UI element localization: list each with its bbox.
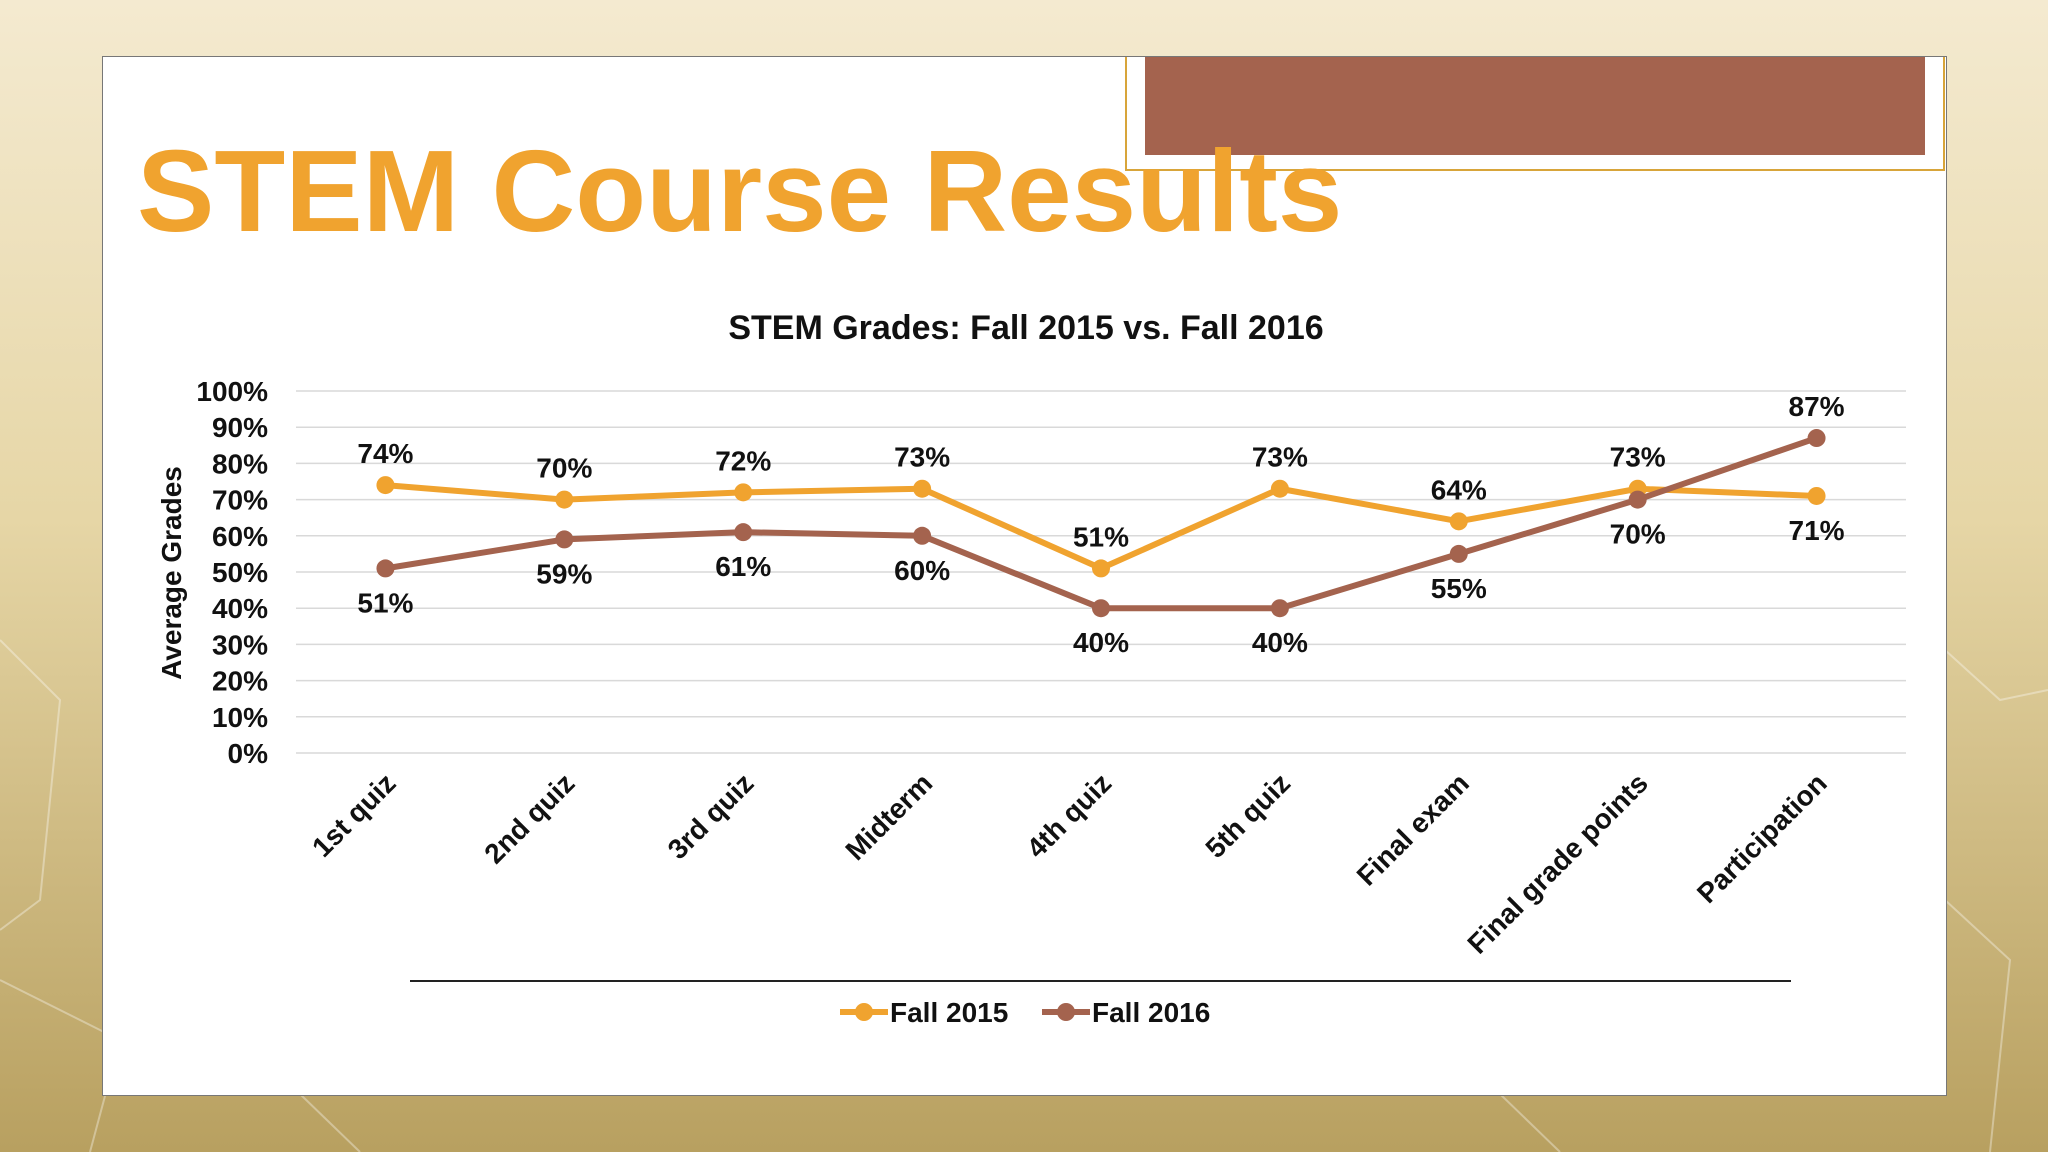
data-point <box>376 559 395 578</box>
y-tick-label: 20% <box>212 666 268 697</box>
gridlines <box>296 390 1906 754</box>
data-label: 59% <box>536 558 592 589</box>
y-tick-label: 100% <box>196 376 268 407</box>
data-label: 70% <box>1610 519 1666 550</box>
data-label: 40% <box>1252 627 1308 658</box>
data-point <box>1270 599 1289 618</box>
y-tick-label: 50% <box>212 557 268 588</box>
data-label: 70% <box>536 453 592 484</box>
chart-title: STEM Grades: Fall 2015 vs. Fall 2016 <box>728 309 1323 347</box>
x-tick-label: 3rd quiz <box>662 767 760 865</box>
data-point <box>1092 559 1110 578</box>
data-point <box>913 526 932 545</box>
y-tick-label: 40% <box>212 593 268 624</box>
data-point <box>1628 490 1647 509</box>
y-tick-label: 80% <box>212 448 268 479</box>
data-point <box>1092 599 1110 618</box>
data-label: 73% <box>1252 442 1308 473</box>
data-label: 71% <box>1789 515 1845 546</box>
legend-marker <box>855 1003 873 1021</box>
slide-panel <box>102 56 1947 1096</box>
data-point <box>1449 512 1468 531</box>
data-point <box>1270 479 1289 498</box>
data-label: 60% <box>894 555 950 586</box>
data-label: 55% <box>1431 573 1487 604</box>
y-tick-label: 60% <box>212 521 268 552</box>
data-point <box>1449 544 1468 563</box>
x-axis-ticks: 1st quiz 2nd quiz 3rd quiz Midterm 4th quiz 5… <box>306 767 1833 959</box>
data-label: 40% <box>1073 627 1129 658</box>
data-point <box>555 530 574 549</box>
y-tick-label: 70% <box>212 485 268 516</box>
x-tick-label: Participation <box>1691 767 1833 909</box>
slide-title: STEM Course Results <box>137 126 1343 256</box>
y-axis-ticks: 0% 10% 20% 30% 40% 50% 60% 70% 80% 90% 100% <box>196 376 268 769</box>
x-tick-label: Final exam <box>1351 767 1475 891</box>
data-point <box>1807 429 1826 448</box>
data-point <box>1807 486 1826 505</box>
data-label: 87% <box>1789 391 1845 422</box>
x-tick-label: Midterm <box>839 767 938 866</box>
legend-label: Fall 2015 <box>890 997 1008 1028</box>
title-banner <box>1125 57 1945 171</box>
data-labels: 74% 70% 72% 73% 51% 73% 64% 73% 71% 51% 59% 61% 60% 4… <box>357 391 1844 658</box>
data-label: 74% <box>357 438 413 469</box>
x-tick-label: 2nd quiz <box>478 767 580 869</box>
data-label: 73% <box>894 442 950 473</box>
data-label: 72% <box>715 445 771 476</box>
x-tick-label: 1st quiz <box>306 767 402 863</box>
data-label: 61% <box>715 551 771 582</box>
y-tick-label: 10% <box>212 702 268 733</box>
y-axis-label: Average Grades <box>156 466 187 680</box>
data-point <box>913 479 932 498</box>
y-tick-label: 90% <box>212 412 268 443</box>
data-label: 51% <box>1073 521 1129 552</box>
legend-label: Fall 2016 <box>1092 997 1210 1028</box>
series <box>376 429 1826 618</box>
legend: Fall 2015 Fall 2016 <box>840 997 1210 1028</box>
data-point <box>555 490 574 509</box>
legend-marker <box>1057 1003 1075 1021</box>
x-tick-label: 5th quiz <box>1199 767 1296 864</box>
x-tick-label: 4th quiz <box>1021 767 1118 864</box>
data-point <box>734 483 753 502</box>
data-label: 73% <box>1610 442 1666 473</box>
title-banner-fill <box>1145 57 1925 155</box>
data-point <box>376 476 395 495</box>
data-label: 51% <box>357 587 413 618</box>
data-label: 64% <box>1431 474 1487 505</box>
x-tick-label: Final grade points <box>1461 767 1653 959</box>
y-tick-label: 30% <box>212 629 268 660</box>
y-tick-label: 0% <box>228 738 269 769</box>
data-point <box>734 523 753 542</box>
